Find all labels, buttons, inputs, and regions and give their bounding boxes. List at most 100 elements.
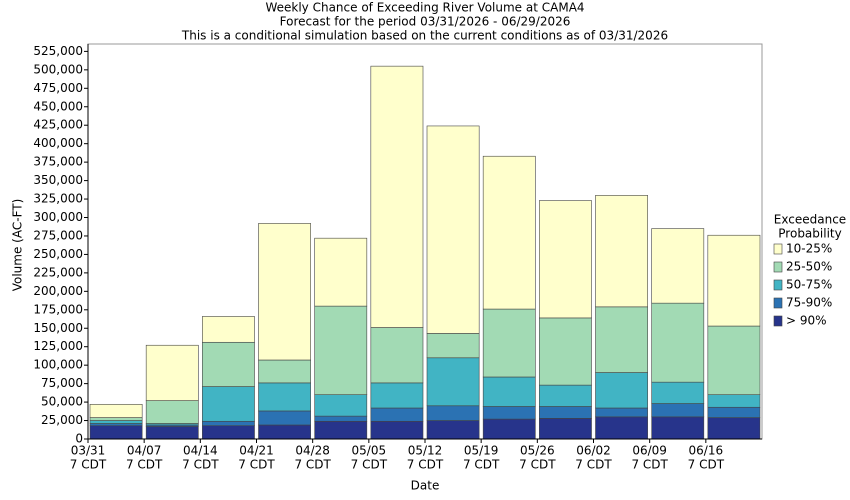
bar-segment [539,200,592,319]
bar-segment [314,237,368,307]
bar-segment [426,357,480,407]
bar-segment [370,65,424,328]
x-tick-sublabel: 7 CDT [70,458,107,472]
bar-segment [314,394,368,417]
x-tick-sublabel: 7 CDT [126,458,163,472]
y-tick-label: 275,000 [33,228,83,242]
bar-segment [707,417,761,440]
x-tick-sublabel: 7 CDT [463,458,500,472]
bar-segment [707,406,761,418]
bar-segment [539,317,592,386]
bar-segment [202,316,255,343]
bar-segment [482,418,536,440]
y-tick-label: 200,000 [33,284,83,298]
bar-segment [145,426,199,440]
bar-segment [482,308,536,378]
bar-segment [89,425,143,440]
x-axis-label: Date [411,479,440,493]
x-tick-sublabel: 7 CDT [294,458,331,472]
bar-segment [426,420,480,440]
y-tick-label: 350,000 [33,173,83,187]
x-tick-label: 04/14 [183,444,218,458]
bar-segment [258,359,311,384]
x-tick-sublabel: 7 CDT [688,458,725,472]
bar-segment [258,382,311,412]
bar-segment [89,417,143,421]
bar-segment [651,403,705,418]
y-tick-label: 50,000 [41,395,83,409]
chart-title: Weekly Chance of Exceeding River Volume … [265,1,584,15]
x-tick-label: 04/21 [239,444,274,458]
bar-segment [370,382,424,409]
bar-segment [482,376,536,407]
y-tick-label: 0 [75,432,83,446]
bar-segment [595,195,648,308]
y-tick-label: 25,000 [41,413,83,427]
bar-segment [539,418,592,440]
y-tick-label: 450,000 [33,99,83,113]
y-tick-label: 525,000 [33,44,83,58]
chart-subtitle: Forecast for the period 03/31/2026 - 06/… [280,15,571,29]
x-tick-sublabel: 7 CDT [351,458,388,472]
legend-title: Exceedance [774,213,846,227]
y-tick-label: 100,000 [33,358,83,372]
x-tick-label: 04/07 [127,444,162,458]
bar-segment [707,234,761,327]
bar-segment [145,400,199,424]
y-tick-label: 375,000 [33,155,83,169]
y-tick-label: 175,000 [33,302,83,316]
bar-segment [707,325,761,396]
bar-segment [202,420,255,427]
legend-swatch [773,279,783,291]
bar-segment [426,333,480,359]
bar-segment [595,407,648,418]
x-tick-sublabel: 7 CDT [182,458,219,472]
x-tick-sublabel: 7 CDT [575,458,612,472]
x-tick-label: 06/02 [576,444,611,458]
bar-segment [89,423,143,427]
legend-swatch [773,243,783,255]
x-tick-label: 05/12 [408,444,443,458]
bar-segment [145,344,199,401]
y-tick-label: 475,000 [33,81,83,95]
bar-segment [314,305,368,396]
bar-segment [539,406,592,419]
y-tick-label: 400,000 [33,136,83,150]
x-tick-label: 06/16 [689,444,724,458]
y-tick-label: 75,000 [41,376,83,390]
chart-note: This is a conditional simulation based o… [181,29,668,43]
y-tick-label: 300,000 [33,210,83,224]
bar-segment [258,223,311,361]
x-tick-sublabel: 7 CDT [407,458,444,472]
plot-area [87,43,763,440]
bar-segment [202,386,255,422]
bar-segment [426,405,480,421]
y-tick-label: 425,000 [33,118,83,132]
bar-segment [539,384,592,407]
bar-segment [370,327,424,384]
x-tick-label: 04/28 [295,444,330,458]
bar-segment [482,155,536,310]
legend-label: 50-75% [786,278,832,292]
bar-segment [370,420,424,440]
bar-segment [258,410,311,426]
bar-segment [314,415,368,422]
legend-swatch [773,297,783,309]
x-tick-label: 05/26 [520,444,555,458]
bar-segment [202,341,255,387]
bar-segment [595,306,648,373]
bar-segment [202,425,255,440]
x-tick-label: 03/31 [71,444,106,458]
bar-segment [651,302,705,383]
bar-segment [89,403,143,418]
x-tick-label: 05/19 [464,444,499,458]
legend-label: > 90% [786,314,827,328]
y-tick-label: 250,000 [33,247,83,261]
x-tick-label: 06/09 [632,444,667,458]
x-tick-sublabel: 7 CDT [238,458,275,472]
bar-segment [258,424,311,440]
bar-segment [426,125,480,334]
bar-segment [595,372,648,409]
bar-segment [707,394,761,408]
